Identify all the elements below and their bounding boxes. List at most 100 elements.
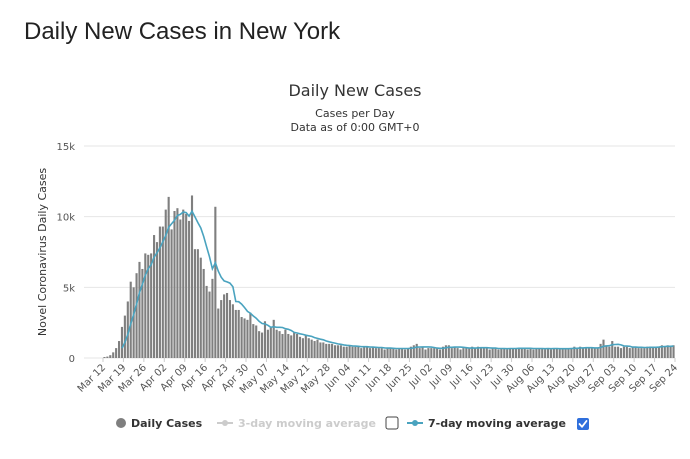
bar-daily-cases — [208, 291, 211, 358]
bar-daily-cases — [328, 343, 331, 358]
bar-daily-cases — [421, 346, 424, 358]
bar-daily-cases — [614, 346, 617, 358]
bar-daily-cases — [231, 304, 234, 358]
bar-daily-cases — [325, 343, 328, 358]
daily-cases-bars — [103, 195, 675, 358]
bar-daily-cases — [646, 346, 649, 358]
bar-daily-cases — [234, 309, 237, 358]
legend-item-7-day-average[interactable]: 7-day moving average — [407, 417, 566, 430]
bar-daily-cases — [185, 213, 188, 358]
bar-daily-cases — [336, 345, 339, 358]
bar-daily-cases — [322, 342, 325, 358]
bar-daily-cases — [167, 196, 170, 358]
bar-daily-cases — [138, 261, 141, 358]
bar-daily-cases — [485, 348, 488, 358]
bar-daily-cases — [523, 348, 526, 358]
bar-daily-cases — [290, 335, 293, 358]
grid-lines — [84, 145, 675, 359]
bar-daily-cases — [240, 317, 243, 358]
bar-daily-cases — [447, 345, 450, 358]
bar-daily-cases — [153, 235, 156, 358]
bar-daily-cases — [482, 348, 485, 358]
legend-item-daily-cases[interactable]: Daily Cases — [116, 417, 203, 430]
bar-daily-cases — [211, 278, 214, 358]
legend-marker-7-day-average — [412, 420, 418, 426]
bar-daily-cases — [214, 206, 217, 358]
bar-daily-cases — [313, 341, 316, 358]
bar-daily-cases — [345, 346, 348, 358]
legend: Daily Cases 3-day moving average 7-day m… — [116, 416, 589, 430]
bar-daily-cases — [657, 346, 661, 358]
bar-daily-cases — [109, 355, 112, 358]
bar-daily-cases — [357, 346, 360, 358]
y-tick-label: 0 — [69, 354, 75, 365]
bar-daily-cases — [532, 349, 535, 358]
bar-daily-cases — [120, 326, 124, 358]
bar-daily-cases — [456, 348, 459, 358]
bar-daily-cases — [217, 308, 220, 358]
bar-daily-cases — [269, 326, 272, 358]
bar-daily-cases — [103, 357, 106, 358]
bar-daily-cases — [643, 348, 646, 358]
bar-daily-cases — [237, 309, 240, 358]
bar-daily-cases — [479, 348, 482, 358]
legend-label-3-day-average: 3-day moving average — [238, 417, 376, 430]
bar-daily-cases — [669, 346, 672, 358]
bar-daily-cases — [243, 318, 246, 358]
bar-daily-cases — [339, 345, 342, 358]
bar-daily-cases — [150, 253, 153, 358]
bar-daily-cases — [535, 348, 538, 358]
bar-daily-cases — [476, 346, 480, 358]
bar-daily-cases — [158, 226, 161, 358]
bar-daily-cases — [220, 300, 223, 358]
bar-daily-cases — [453, 346, 456, 358]
bar-daily-cases — [497, 349, 500, 358]
bar-daily-cases — [462, 348, 465, 358]
bar-daily-cases — [506, 349, 509, 358]
y-tick-label: 5k — [63, 283, 75, 294]
bar-daily-cases — [223, 294, 226, 358]
bar-daily-cases — [366, 346, 369, 358]
bar-daily-cases — [272, 319, 275, 358]
bar-daily-cases — [395, 349, 398, 358]
bar-daily-cases — [348, 345, 351, 358]
bar-daily-cases — [436, 348, 439, 358]
checkbox-7-day-average[interactable] — [577, 418, 589, 430]
bar-daily-cases — [135, 273, 138, 358]
bar-daily-cases — [573, 346, 576, 358]
bar-daily-cases — [619, 348, 623, 358]
bar-daily-cases — [660, 345, 663, 358]
legend-marker-daily-cases — [116, 418, 126, 428]
bar-daily-cases — [509, 348, 512, 358]
bar-daily-cases — [459, 349, 462, 358]
bar-daily-cases — [354, 346, 357, 358]
bar-daily-cases — [412, 345, 415, 358]
bar-daily-cases — [561, 348, 564, 358]
bar-daily-cases — [106, 356, 109, 358]
bar-daily-cases — [307, 338, 310, 358]
bar-daily-cases — [188, 220, 191, 358]
bar-daily-cases — [409, 346, 412, 358]
bar-daily-cases — [258, 331, 261, 358]
bar-daily-cases — [579, 346, 582, 358]
bar-daily-cases — [570, 348, 573, 358]
bar-daily-cases — [179, 219, 182, 358]
legend-item-3-day-average[interactable]: 3-day moving average — [217, 417, 376, 430]
bar-daily-cases — [424, 349, 427, 358]
bar-daily-cases — [301, 338, 304, 358]
bar-daily-cases — [112, 352, 115, 358]
bar-daily-cases — [474, 348, 477, 358]
bar-daily-cases — [193, 249, 196, 358]
checkbox-3-day-average[interactable] — [385, 416, 399, 430]
bar-daily-cases — [503, 348, 506, 358]
bar-daily-cases — [582, 348, 585, 358]
bar-daily-cases — [170, 229, 173, 358]
bar-daily-cases — [444, 345, 447, 358]
chart-title: Daily New Cases — [288, 81, 421, 100]
bar-daily-cases — [304, 335, 307, 358]
bar-daily-cases — [590, 348, 593, 358]
bar-daily-cases — [331, 343, 334, 358]
bar-daily-cases — [205, 285, 208, 358]
bar-daily-cases — [567, 348, 570, 358]
